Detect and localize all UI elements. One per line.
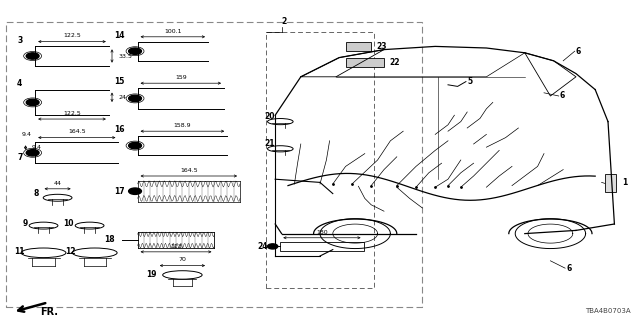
Text: 113: 113 bbox=[170, 244, 182, 249]
Circle shape bbox=[26, 53, 39, 59]
Text: 9: 9 bbox=[22, 220, 28, 228]
Text: 14: 14 bbox=[115, 31, 125, 40]
Text: 10: 10 bbox=[63, 220, 74, 228]
Text: 11: 11 bbox=[14, 247, 24, 256]
Text: 22: 22 bbox=[389, 58, 399, 67]
Text: 23: 23 bbox=[376, 42, 387, 51]
Text: 3: 3 bbox=[17, 36, 22, 45]
Bar bbox=[6, 22, 422, 307]
Text: 180: 180 bbox=[316, 229, 328, 235]
Circle shape bbox=[129, 142, 141, 149]
Text: 17: 17 bbox=[114, 187, 125, 196]
Circle shape bbox=[26, 150, 39, 156]
Text: 159: 159 bbox=[175, 75, 187, 80]
Text: 1: 1 bbox=[622, 178, 627, 187]
Text: 12: 12 bbox=[65, 247, 76, 256]
Text: 9.4: 9.4 bbox=[22, 132, 32, 137]
Text: 5: 5 bbox=[467, 77, 472, 86]
Text: 8: 8 bbox=[33, 189, 38, 198]
Text: 7: 7 bbox=[17, 153, 22, 162]
Circle shape bbox=[129, 95, 141, 102]
Text: 15: 15 bbox=[115, 77, 125, 86]
Text: 19: 19 bbox=[147, 270, 157, 279]
Text: 164.5: 164.5 bbox=[68, 129, 86, 134]
Text: 33.5: 33.5 bbox=[118, 53, 132, 59]
Text: TBA4B0703A: TBA4B0703A bbox=[585, 308, 630, 314]
Text: 70: 70 bbox=[179, 257, 186, 262]
Bar bbox=[266, 32, 374, 288]
Text: FR.: FR. bbox=[40, 307, 58, 316]
Text: 6: 6 bbox=[566, 264, 572, 273]
Text: 122.5: 122.5 bbox=[63, 33, 81, 38]
Bar bbox=[605, 174, 616, 192]
Text: 158.9: 158.9 bbox=[173, 123, 191, 128]
Text: 4: 4 bbox=[17, 79, 22, 88]
Text: 6: 6 bbox=[576, 47, 581, 56]
Text: 9.4: 9.4 bbox=[32, 145, 42, 150]
Text: 6: 6 bbox=[560, 92, 565, 100]
Text: 21: 21 bbox=[265, 139, 275, 148]
Text: 100.1: 100.1 bbox=[164, 28, 182, 34]
Bar bbox=[280, 242, 364, 251]
Bar bbox=[346, 42, 371, 51]
Text: 164.5: 164.5 bbox=[180, 168, 198, 173]
Text: 18: 18 bbox=[104, 236, 115, 244]
Circle shape bbox=[26, 99, 39, 106]
Circle shape bbox=[129, 48, 141, 54]
Bar bbox=[346, 58, 384, 67]
Text: 20: 20 bbox=[265, 112, 275, 121]
Text: 44: 44 bbox=[54, 180, 61, 186]
Circle shape bbox=[129, 188, 141, 195]
Text: 122.5: 122.5 bbox=[63, 111, 81, 116]
Text: 24: 24 bbox=[257, 242, 268, 251]
Text: 2: 2 bbox=[282, 17, 287, 26]
Text: 16: 16 bbox=[115, 125, 125, 134]
Circle shape bbox=[268, 244, 278, 249]
Text: 24: 24 bbox=[118, 95, 127, 100]
